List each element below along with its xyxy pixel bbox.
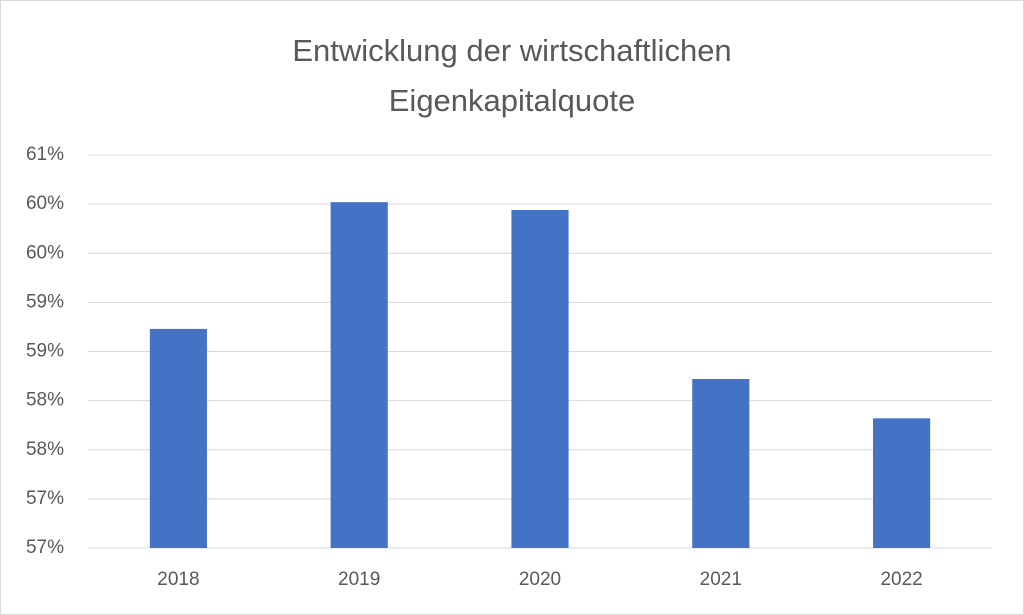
bar — [511, 210, 569, 548]
bar — [330, 202, 388, 548]
x-tick-label: 2021 — [700, 569, 742, 590]
x-tick-label: 2019 — [338, 569, 380, 590]
y-tick-label: 57% — [26, 537, 64, 558]
y-tick-label: 61% — [26, 144, 64, 165]
y-tick-label: 60% — [26, 193, 64, 214]
chart-title: Entwicklung der wirtschaftlichen Eigenka… — [292, 33, 732, 118]
x-tick-label: 2020 — [519, 569, 561, 590]
bar — [873, 418, 931, 548]
y-tick-label: 59% — [26, 341, 64, 362]
y-tick-label: 59% — [26, 291, 64, 312]
y-tick-label: 58% — [26, 390, 64, 411]
x-tick-label: 2022 — [880, 569, 922, 590]
y-tick-label: 60% — [26, 242, 64, 263]
y-tick-label: 58% — [26, 439, 64, 460]
x-tick-label: 2018 — [157, 569, 199, 590]
bar — [149, 328, 207, 548]
y-tick-label: 57% — [26, 488, 64, 509]
bar — [692, 379, 750, 548]
